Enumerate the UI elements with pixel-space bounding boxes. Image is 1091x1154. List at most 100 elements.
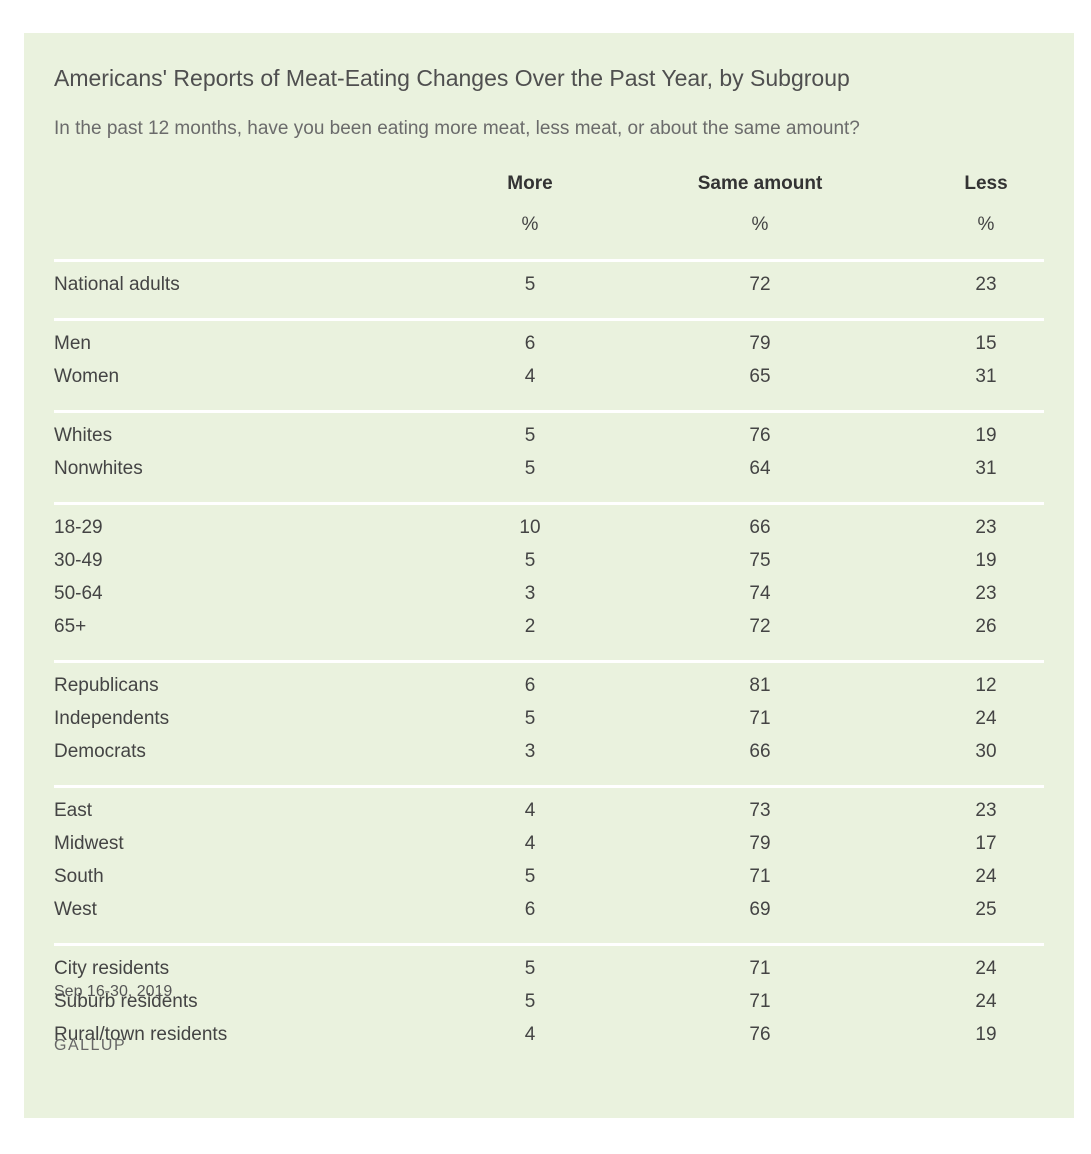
group-divider <box>54 785 1044 788</box>
cell-more: 5 <box>524 458 536 479</box>
row-label: Whites <box>54 425 113 446</box>
table-row: 30-49 5 75 19 <box>54 545 1044 578</box>
cell-less: 31 <box>975 458 997 479</box>
unit-header-less: % <box>977 214 995 235</box>
row-group: Whites 5 76 19 Nonwhites 5 64 31 <box>54 413 1044 494</box>
table-row: Midwest 4 79 17 <box>54 828 1044 861</box>
cell-same: 81 <box>749 675 771 696</box>
cell-less: 30 <box>975 741 997 762</box>
cell-same: 66 <box>749 517 771 538</box>
table-row: West 6 69 25 <box>54 894 1044 927</box>
row-label: 65+ <box>54 616 87 637</box>
row-label: Independents <box>54 708 170 729</box>
group-divider <box>54 502 1044 505</box>
cell-more: 4 <box>524 366 536 387</box>
column-header-less: Less <box>964 173 1008 194</box>
cell-more: 6 <box>524 675 536 696</box>
cell-less: 17 <box>975 833 997 854</box>
table-row: Suburb residents 5 71 24 <box>54 986 1044 1019</box>
row-label: Nonwhites <box>54 458 143 479</box>
row-group: East 4 73 23 Midwest 4 79 17 South 5 71 24 West 6 69 25 <box>54 788 1044 935</box>
cell-less: 19 <box>975 1024 997 1045</box>
unit-header-more: % <box>521 214 539 235</box>
row-label: Suburb residents <box>54 991 198 1012</box>
column-header-row: More Same amount Less <box>54 171 1044 211</box>
row-label: West <box>54 899 97 920</box>
cell-less: 23 <box>975 583 997 604</box>
group-divider <box>54 259 1044 262</box>
cell-more: 5 <box>524 274 536 295</box>
table-row: East 4 73 23 <box>54 795 1044 828</box>
cell-less: 23 <box>975 800 997 821</box>
cell-less: 19 <box>975 425 997 446</box>
row-label: 18-29 <box>54 517 103 538</box>
cell-same: 71 <box>749 958 771 979</box>
survey-date: Sep 16-30, 2019 <box>54 983 173 1000</box>
data-table: More Same amount Less % % % National adu… <box>54 171 1044 1060</box>
column-header-more: More <box>507 173 553 194</box>
table-row: 18-29 10 66 23 <box>54 512 1044 545</box>
cell-same: 76 <box>749 1024 771 1045</box>
table-row: National adults 5 72 23 <box>54 269 1044 302</box>
table-row: Democrats 3 66 30 <box>54 736 1044 769</box>
row-label: National adults <box>54 274 180 295</box>
cell-same: 71 <box>749 708 771 729</box>
cell-more: 5 <box>524 958 536 979</box>
cell-more: 10 <box>519 517 541 538</box>
cell-more: 5 <box>524 550 536 571</box>
row-label: Rural/town residents <box>54 1024 228 1045</box>
row-label: 50-64 <box>54 583 103 604</box>
cell-less: 24 <box>975 708 997 729</box>
unit-header-same: % <box>751 214 769 235</box>
cell-more: 4 <box>524 800 536 821</box>
cell-same: 69 <box>749 899 771 920</box>
table-body: National adults 5 72 23 Men 6 79 15 Women 4 65 31 Wh… <box>54 259 1044 1060</box>
cell-same: 76 <box>749 425 771 446</box>
row-group: Men 6 79 15 Women 4 65 31 <box>54 321 1044 402</box>
cell-more: 4 <box>524 833 536 854</box>
source-logo-text: GALLUP <box>54 1037 127 1054</box>
cell-less: 24 <box>975 866 997 887</box>
cell-more: 5 <box>524 708 536 729</box>
table-row: Republicans 6 81 12 <box>54 670 1044 703</box>
cell-less: 23 <box>975 517 997 538</box>
row-group: 18-29 10 66 23 30-49 5 75 19 50-64 3 74 23 65+ 2 72 26 <box>54 505 1044 652</box>
chart-title: Americans' Reports of Meat-Eating Change… <box>54 65 850 91</box>
row-group: City residents 5 71 24 Suburb residents 5 71 24… <box>54 946 1044 1060</box>
chart-subtitle: In the past 12 months, have you been eat… <box>54 118 860 139</box>
cell-less: 26 <box>975 616 997 637</box>
row-label: Men <box>54 333 91 354</box>
cell-more: 3 <box>524 583 536 604</box>
unit-header-row: % % % <box>54 211 1044 251</box>
cell-more: 2 <box>524 616 536 637</box>
table-row: Nonwhites 5 64 31 <box>54 453 1044 486</box>
cell-same: 71 <box>749 866 771 887</box>
table-row: City residents 5 71 24 <box>54 953 1044 986</box>
group-divider <box>54 410 1044 413</box>
row-label: 30-49 <box>54 550 103 571</box>
cell-less: 24 <box>975 958 997 979</box>
cell-same: 66 <box>749 741 771 762</box>
cell-same: 65 <box>749 366 771 387</box>
row-label: City residents <box>54 958 170 979</box>
row-label: Women <box>54 366 120 387</box>
group-divider <box>54 943 1044 946</box>
group-divider <box>54 318 1044 321</box>
cell-less: 12 <box>975 675 997 696</box>
cell-less: 25 <box>975 899 997 920</box>
row-label: South <box>54 866 104 887</box>
row-label: Republicans <box>54 675 159 696</box>
cell-less: 15 <box>975 333 997 354</box>
cell-less: 19 <box>975 550 997 571</box>
cell-less: 31 <box>975 366 997 387</box>
table-row: Men 6 79 15 <box>54 328 1044 361</box>
table-row: 50-64 3 74 23 <box>54 578 1044 611</box>
cell-same: 72 <box>749 274 771 295</box>
cell-more: 5 <box>524 991 536 1012</box>
cell-more: 5 <box>524 425 536 446</box>
row-label: Midwest <box>54 833 124 854</box>
group-divider <box>54 660 1044 663</box>
row-label: East <box>54 800 93 821</box>
cell-more: 6 <box>524 333 536 354</box>
cell-more: 6 <box>524 899 536 920</box>
